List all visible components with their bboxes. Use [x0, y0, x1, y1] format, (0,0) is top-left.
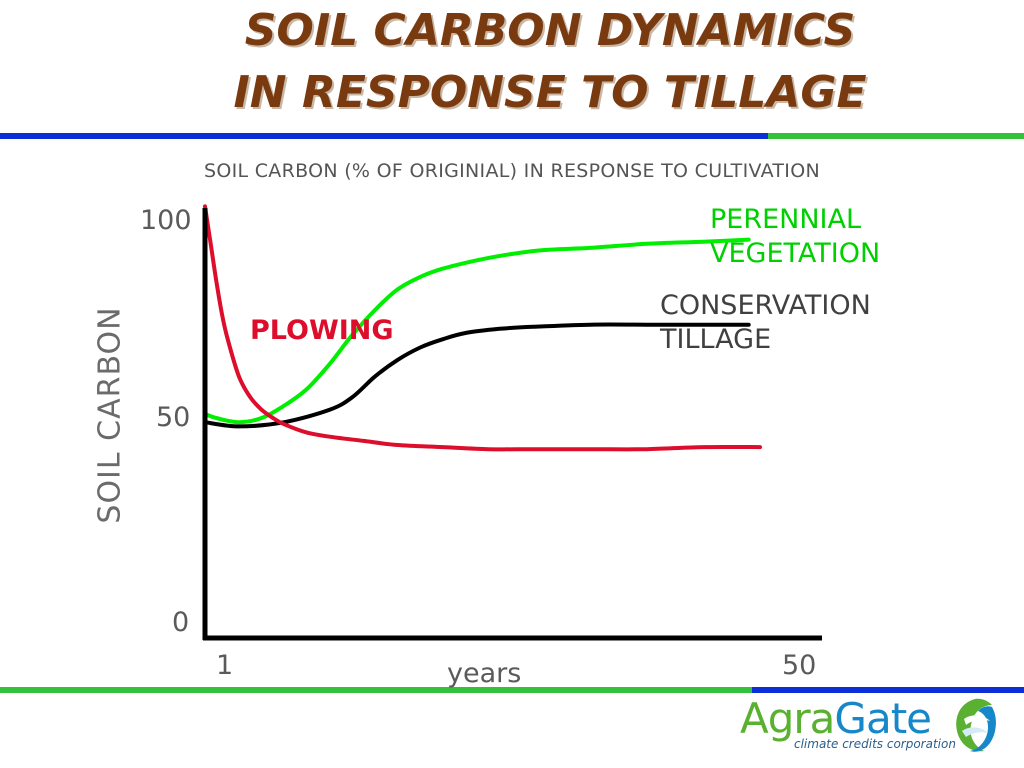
y-tick-label: 100 [140, 205, 192, 236]
annotation-line: VEGETATION [710, 238, 881, 269]
perennial-vegetation-label: PERENNIAL VEGETATION [710, 203, 880, 271]
top-rule-green [768, 133, 1024, 139]
slide-title-line-1: SOIL CARBON DYNAMICS [244, 5, 856, 56]
series-layer [203, 204, 762, 452]
chart-subtitle: SOIL CARBON (% OF ORIGINIAL) IN RESPONSE… [204, 160, 820, 182]
annotation-line: PERENNIAL [710, 204, 862, 235]
logo-emblem-icon [956, 698, 996, 752]
logo-tagline: climate credits corporation [794, 737, 956, 751]
bottom-rule-blue [752, 687, 1024, 693]
logo-wordmark: AgraGate [740, 694, 932, 743]
y-axis-label: SOIL CARBON [92, 306, 128, 524]
x-tick-label: 1 [216, 650, 234, 681]
x-axis-label: years [447, 658, 522, 689]
annotation-line: TILLAGE [660, 324, 772, 355]
annotation-line: CONSERVATION [660, 290, 871, 321]
agragate-logo: AgraGate climate credits corporation [740, 695, 1000, 761]
series-line-conservation-tillage [203, 322, 751, 429]
logo-word-agra: Agra [740, 694, 835, 743]
bottom-rule-green [0, 687, 752, 693]
plowing-label: PLOWING [250, 315, 394, 346]
conservation-tillage-label: CONSERVATION TILLAGE [660, 289, 871, 357]
y-tick-label: 0 [172, 607, 190, 638]
top-rule-blue [0, 133, 768, 139]
logo-word-gate: Gate [834, 694, 932, 743]
series-line-perennial-vegetation [203, 237, 751, 425]
y-tick-label: 50 [156, 402, 191, 433]
series-line-plowing [203, 204, 762, 452]
x-tick-label: 50 [782, 650, 817, 681]
slide-title-line-2: IN RESPONSE TO TILLAGE [233, 67, 867, 118]
